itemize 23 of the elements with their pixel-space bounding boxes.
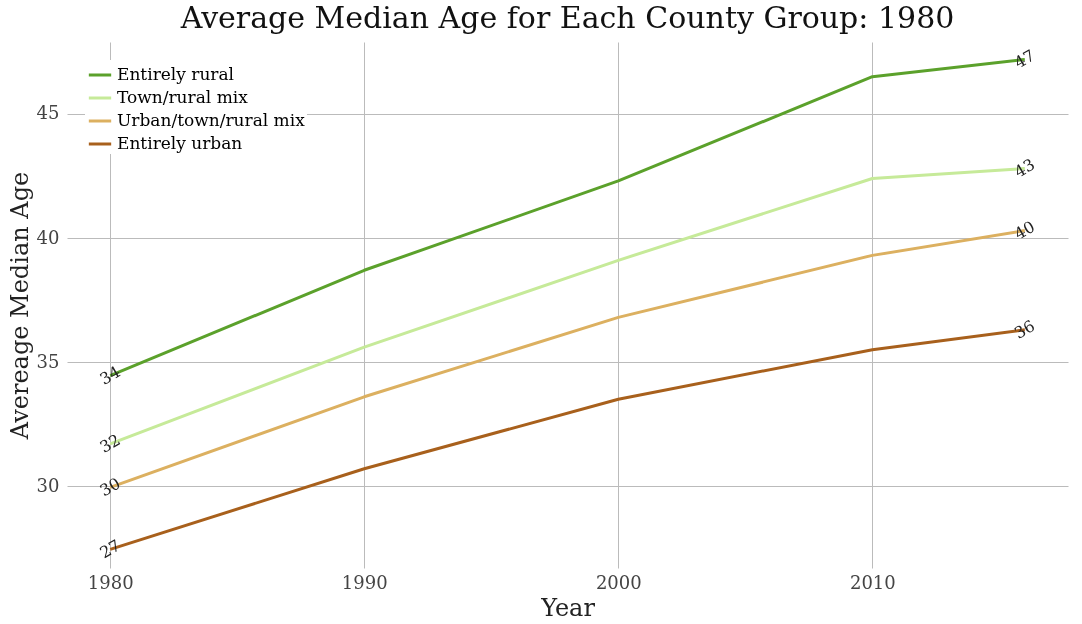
data-label: 43 [1010, 154, 1039, 182]
y-tick-label: 35 [36, 350, 60, 372]
data-label: 30 [96, 473, 124, 501]
legend-label: Town/rural mix [117, 87, 249, 107]
y-tick-label: 40 [36, 226, 60, 248]
x-tick-label: 1990 [341, 571, 388, 593]
legend-label: Entirely urban [117, 133, 243, 153]
y-tick-label: 45 [36, 102, 60, 124]
y-axis-title: Avereage Median Age [5, 171, 34, 441]
x-tick-label: 1980 [87, 571, 134, 593]
legend-label: Urban/town/rural mix [117, 110, 306, 130]
x-axis-title: Year [540, 593, 596, 622]
x-tick-label: 2010 [849, 571, 896, 593]
x-tick-label: 2000 [595, 571, 642, 593]
chart-title: Average Median Age for Each County Group: 1980 [179, 0, 955, 35]
legend-label: Entirely rural [117, 64, 235, 84]
data-label: 32 [96, 430, 124, 457]
data-label: 40 [1010, 216, 1039, 244]
y-tick-label: 30 [36, 474, 60, 496]
data-label: 47 [1010, 45, 1039, 73]
data-label: 36 [1010, 316, 1039, 343]
data-label: 27 [96, 535, 124, 563]
data-label: 34 [96, 361, 124, 389]
